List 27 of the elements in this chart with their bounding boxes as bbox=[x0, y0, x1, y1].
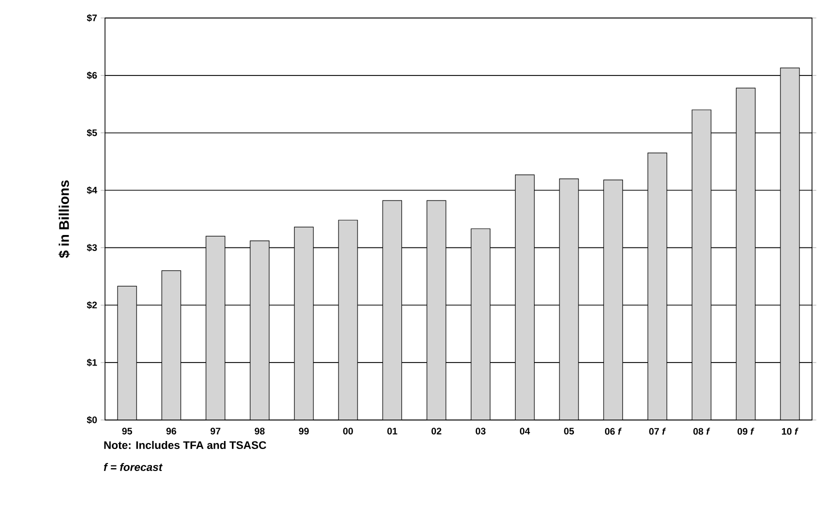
x-tick-label: 95 bbox=[122, 428, 132, 434]
x-tick-label: 01 bbox=[387, 428, 398, 434]
y-tick-label: $3 bbox=[86, 244, 97, 252]
x-tick-label: 97 bbox=[210, 428, 220, 434]
x-tick-label: 06 f bbox=[604, 428, 622, 435]
y-tick-label: $2 bbox=[86, 301, 97, 309]
x-tick-label: 08 f bbox=[693, 428, 710, 435]
x-tick-label: 96 bbox=[166, 428, 176, 434]
x-tick-label: 05 bbox=[564, 428, 574, 434]
x-tick-label: 98 bbox=[254, 428, 265, 434]
text: Note: Includes TFA and TSASC bbox=[104, 440, 266, 450]
y-tick-label: $7 bbox=[86, 14, 97, 22]
y-tick-label: $1 bbox=[86, 358, 97, 366]
y-tick-label: $4 bbox=[86, 186, 98, 194]
x-tick-label: 10 f bbox=[782, 428, 798, 435]
x-tick-label: 07 f bbox=[649, 428, 666, 435]
y-tick-label: $0 bbox=[86, 416, 97, 424]
x-tick-label: 04 bbox=[520, 428, 530, 434]
y-tick-label: $5 bbox=[86, 128, 97, 137]
x-tick-label: 09 f bbox=[738, 428, 754, 435]
y-axis-title: $ in Billions bbox=[58, 180, 70, 258]
x-tick-label: 03 bbox=[476, 428, 486, 434]
y-tick-label: $6 bbox=[86, 72, 97, 80]
x-tick-label: 99 bbox=[298, 428, 309, 434]
x-tick-label: 00 bbox=[343, 428, 353, 434]
x-tick-label: 02 bbox=[432, 428, 442, 434]
text: f = forecast bbox=[104, 462, 163, 472]
